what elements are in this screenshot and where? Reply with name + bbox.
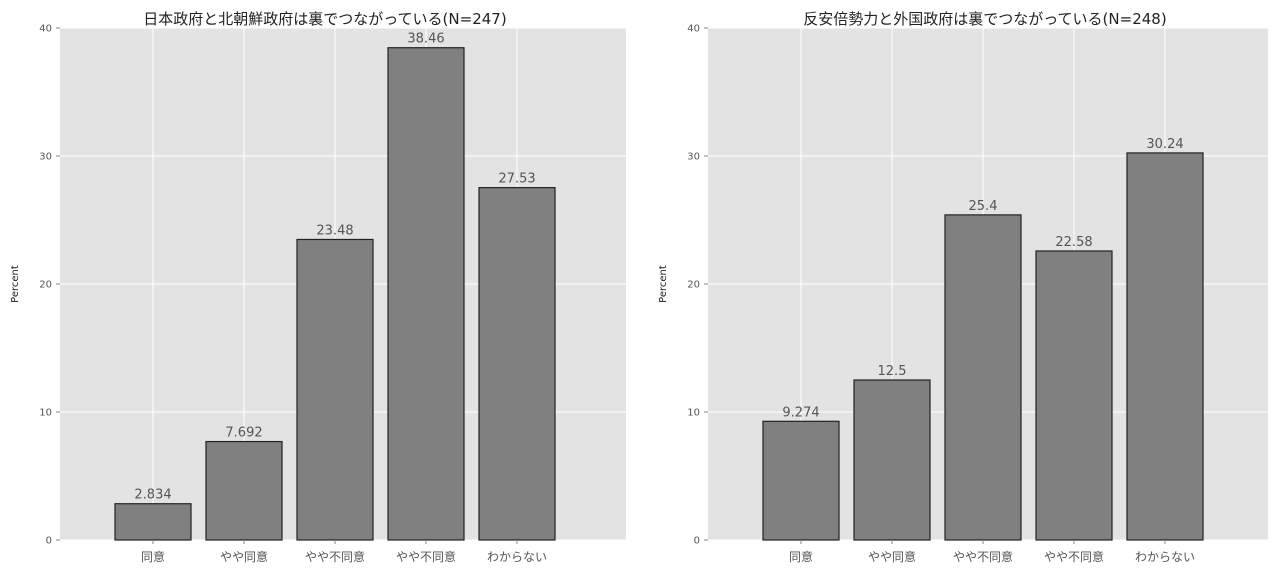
chart1-bar bbox=[296, 238, 374, 541]
chart1-category-label: やや不同意 bbox=[396, 549, 456, 564]
chart1-title: 日本政府と北朝鮮政府は裏でつながっている(N=247) bbox=[143, 10, 506, 28]
chart2-bar bbox=[762, 420, 840, 541]
chart2-value-label: 9.274 bbox=[782, 405, 819, 420]
chart1-category-label: わからない bbox=[487, 550, 547, 564]
chart2-category-label: やや同意 bbox=[868, 549, 916, 564]
chart2-bar bbox=[853, 379, 931, 541]
chart1-tick-label-y: 30 bbox=[39, 152, 52, 163]
chart1-y-axis-label: Percent bbox=[10, 265, 21, 303]
chart1-category-label: 同意 bbox=[141, 549, 165, 564]
chart2-bar bbox=[1126, 152, 1204, 541]
chart2-value-label: 22.58 bbox=[1055, 235, 1092, 250]
chart2-value-label: 25.4 bbox=[969, 199, 998, 214]
chart1-bar bbox=[114, 503, 192, 541]
chart1-category-label: やや同意 bbox=[220, 549, 268, 564]
chart1-value-label: 7.692 bbox=[225, 426, 262, 441]
chart2-bar bbox=[1035, 250, 1113, 541]
chart1-bar bbox=[205, 440, 283, 541]
chart1-tick-label-y: 10 bbox=[39, 408, 52, 419]
chart2-y-axis-label: Percent bbox=[658, 265, 669, 303]
chart2-category-label: わからない bbox=[1135, 550, 1195, 564]
chart2-value-label: 12.5 bbox=[878, 364, 907, 379]
chart1-tick-label-y: 0 bbox=[46, 536, 52, 547]
chart1-category-label: やや不同意 bbox=[305, 549, 365, 564]
chart2-category-label: やや不同意 bbox=[953, 549, 1013, 564]
chart2-value-label: 30.24 bbox=[1146, 137, 1183, 152]
chart1-value-label: 27.53 bbox=[498, 172, 535, 187]
chart2-tick-label-y: 40 bbox=[687, 24, 700, 35]
chart2-category-label: やや不同意 bbox=[1044, 549, 1104, 564]
chart1-value-label: 2.834 bbox=[134, 488, 171, 503]
chart1-value-label: 38.46 bbox=[407, 32, 444, 47]
chart2-tick-label-y: 20 bbox=[687, 280, 700, 291]
chart2-title: 反安倍勢力と外国政府は裏でつながっている(N=248) bbox=[803, 10, 1166, 28]
chart2-bar bbox=[944, 214, 1022, 541]
chart2-tick-label-y: 10 bbox=[687, 408, 700, 419]
chart1-tick-label-y: 20 bbox=[39, 280, 52, 291]
chart2-category-label: 同意 bbox=[789, 549, 813, 564]
chart1-value-label: 23.48 bbox=[316, 223, 353, 238]
chart1-tick-label-y: 40 bbox=[39, 24, 52, 35]
chart1-bar bbox=[387, 47, 465, 541]
chart2-tick-label-y: 0 bbox=[694, 536, 700, 547]
chart1-bar bbox=[478, 187, 556, 541]
chart2-tick-label-y: 30 bbox=[687, 152, 700, 163]
